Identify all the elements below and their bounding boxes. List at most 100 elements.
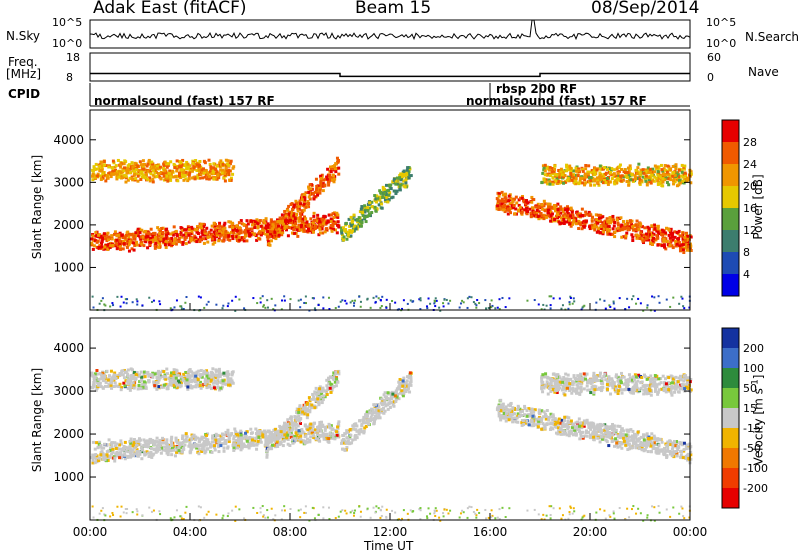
velocity-pixel — [244, 431, 248, 435]
power-pixel — [507, 194, 511, 198]
power-pixel — [612, 172, 616, 176]
power-pixel — [569, 174, 573, 178]
power-pixel — [181, 174, 185, 178]
velocity-pixel — [247, 446, 251, 450]
power-pixel — [552, 180, 556, 184]
velocity-pixel — [257, 435, 261, 439]
velocity-pixel — [208, 374, 212, 378]
velocity-pixel — [92, 380, 96, 384]
power-pixel — [642, 171, 646, 175]
power-pixel — [181, 240, 185, 244]
velocity-pixel — [150, 438, 154, 442]
power-pixel — [223, 170, 227, 174]
power-pixel — [625, 176, 629, 180]
power-pixel — [570, 210, 574, 214]
velocity-pixel — [156, 443, 160, 447]
velocity-pixel — [226, 445, 230, 449]
velocity-pixel — [184, 433, 188, 437]
power-pixel — [253, 226, 257, 230]
velocity-pixel — [265, 442, 269, 446]
velocity-pixel — [120, 448, 124, 452]
power-pixel — [228, 169, 232, 173]
power-pixel — [297, 219, 301, 223]
power-pixel — [191, 176, 195, 180]
velocity-pixel — [289, 435, 293, 439]
power-pixel — [632, 228, 636, 232]
power-pixel — [510, 201, 514, 205]
power-pixel — [148, 232, 152, 236]
power-pixel — [556, 179, 560, 183]
velocity-pixel — [200, 447, 204, 451]
power-pixel — [122, 239, 126, 243]
power-pixel — [263, 221, 267, 225]
power-pixel — [568, 303, 571, 306]
power-pixel — [277, 233, 281, 237]
power-pixel — [259, 231, 263, 235]
power-pixel — [602, 174, 606, 178]
power-pixel — [304, 295, 307, 298]
velocity-pixel — [131, 372, 135, 376]
velocity-pixel — [103, 442, 107, 446]
velocity-pixel — [97, 459, 101, 463]
power-pixel — [153, 237, 157, 241]
velocity-pixel — [236, 433, 240, 437]
power-pixel — [334, 162, 338, 166]
power-pixel — [596, 181, 600, 185]
velocity-pixel — [327, 425, 331, 429]
power-pixel — [522, 200, 526, 204]
velocity-pixel — [232, 437, 236, 441]
velocity-pixel — [189, 386, 193, 390]
power-pixel — [667, 233, 671, 237]
power-pixel — [487, 306, 490, 309]
velocity-pixel — [186, 387, 190, 391]
velocity-pixel — [132, 438, 136, 442]
power-pixel — [657, 232, 661, 236]
velocity-pixel — [213, 448, 217, 452]
power-pixel — [619, 167, 623, 171]
power-pixel — [212, 162, 216, 166]
power-pixel — [191, 161, 195, 165]
velocity-pixel — [162, 370, 166, 374]
power-pixel — [270, 234, 274, 238]
power-pixel — [571, 174, 575, 178]
power-pixel — [194, 175, 198, 179]
power-pixel — [637, 234, 641, 238]
power-pixel — [688, 306, 691, 309]
power-pixel — [180, 170, 184, 174]
power-pixel — [568, 164, 572, 168]
velocity-pixel — [165, 367, 169, 371]
power-pixel — [609, 170, 613, 174]
power-pixel — [675, 184, 679, 188]
velocity-pixel — [220, 373, 224, 377]
velocity-pixel — [307, 432, 311, 436]
power-pixel — [205, 226, 209, 230]
velocity-pixel — [100, 375, 104, 379]
power-pixel — [169, 232, 173, 236]
power-pixel — [174, 242, 178, 246]
velocity-pixel — [313, 421, 317, 425]
power-pixel — [280, 308, 283, 311]
power-pixel — [112, 304, 115, 307]
power-pixel — [331, 220, 335, 224]
velocity-pixel — [142, 373, 146, 377]
velocity-pixel — [183, 379, 187, 383]
power-pixel — [183, 238, 187, 242]
power-pixel — [504, 192, 508, 196]
power-pixel — [321, 218, 325, 222]
power-pixel — [303, 301, 306, 304]
power-pixel — [166, 162, 170, 166]
power-pixel — [662, 239, 666, 243]
power-pixel — [673, 180, 677, 184]
power-pixel — [575, 211, 579, 215]
power-pixel — [229, 159, 233, 163]
power-pixel — [107, 238, 111, 242]
power-pixel — [196, 232, 200, 236]
velocity-pixel — [150, 455, 154, 459]
velocity-pixel — [173, 385, 177, 389]
velocity-pixel — [180, 445, 184, 449]
velocity-pixel — [132, 384, 136, 388]
power-pixel — [667, 177, 671, 181]
power-pixel — [159, 177, 163, 181]
power-pixel — [678, 244, 682, 248]
power-pixel — [462, 301, 465, 304]
